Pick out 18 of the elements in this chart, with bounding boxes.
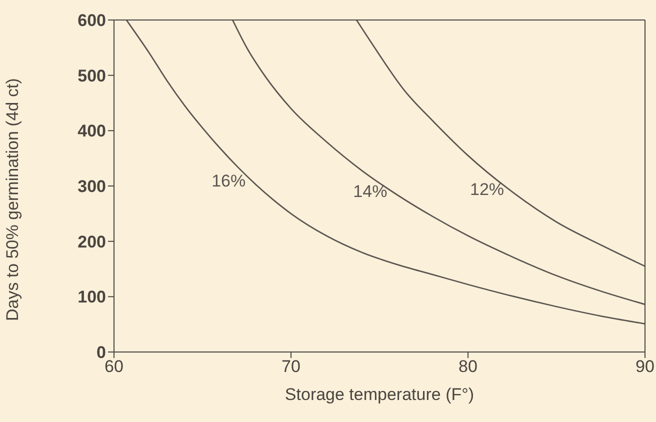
line-series — [356, 20, 645, 267]
x-tick-label: 60 — [104, 357, 124, 376]
series-label: 12% — [470, 180, 504, 200]
y-tick-label: 200 — [78, 232, 106, 252]
x-tick-label: 70 — [282, 357, 300, 376]
y-tick-label: 0 — [96, 343, 106, 362]
y-tick-label: 100 — [78, 288, 106, 307]
y-tick-label: 300 — [78, 177, 106, 196]
x-tick-label: 80 — [458, 357, 478, 376]
series-label: 16% — [212, 171, 246, 190]
series-label: 14% — [353, 182, 388, 201]
y-axis-title: Days to 50% germination (4d ct) — [3, 78, 22, 321]
x-axis-title: Storage temperature (F°) — [284, 385, 474, 404]
y-tick-label: 400 — [78, 122, 106, 141]
y-tick-label: 600 — [78, 11, 106, 30]
line-series — [126, 20, 645, 324]
y-tick-label: 500 — [78, 66, 106, 86]
x-tick-label: 90 — [636, 357, 654, 376]
